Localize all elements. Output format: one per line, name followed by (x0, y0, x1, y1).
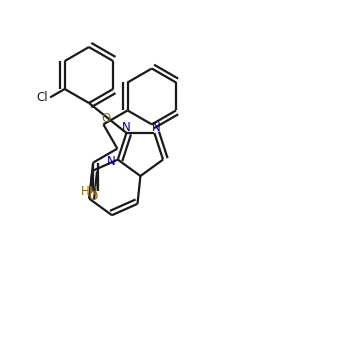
Text: Cl: Cl (37, 91, 49, 104)
Text: O: O (88, 190, 98, 203)
Text: N: N (107, 155, 116, 168)
Text: N: N (152, 121, 160, 134)
Text: N: N (122, 121, 131, 134)
Text: HN: HN (80, 186, 98, 198)
Text: O: O (101, 112, 111, 125)
